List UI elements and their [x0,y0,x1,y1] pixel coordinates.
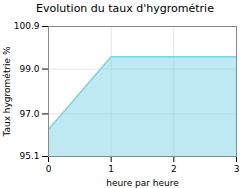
svg-text:3: 3 [234,164,240,174]
svg-text:Taux hygrométrie %: Taux hygrométrie % [2,46,12,138]
svg-text:95.1: 95.1 [19,151,39,161]
html-text:Evolution du taux d'hygrométri: Evolution du taux d'hygrométrie [36,2,214,15]
svg-text:1: 1 [108,164,114,174]
svg-text:2: 2 [171,164,177,174]
svg-text:99.0: 99.0 [19,64,39,74]
svg-text:100.9: 100.9 [14,21,40,31]
svg-text:heure par heure: heure par heure [106,178,179,188]
svg-text:0: 0 [46,164,52,174]
svg-text:97.0: 97.0 [19,109,39,119]
